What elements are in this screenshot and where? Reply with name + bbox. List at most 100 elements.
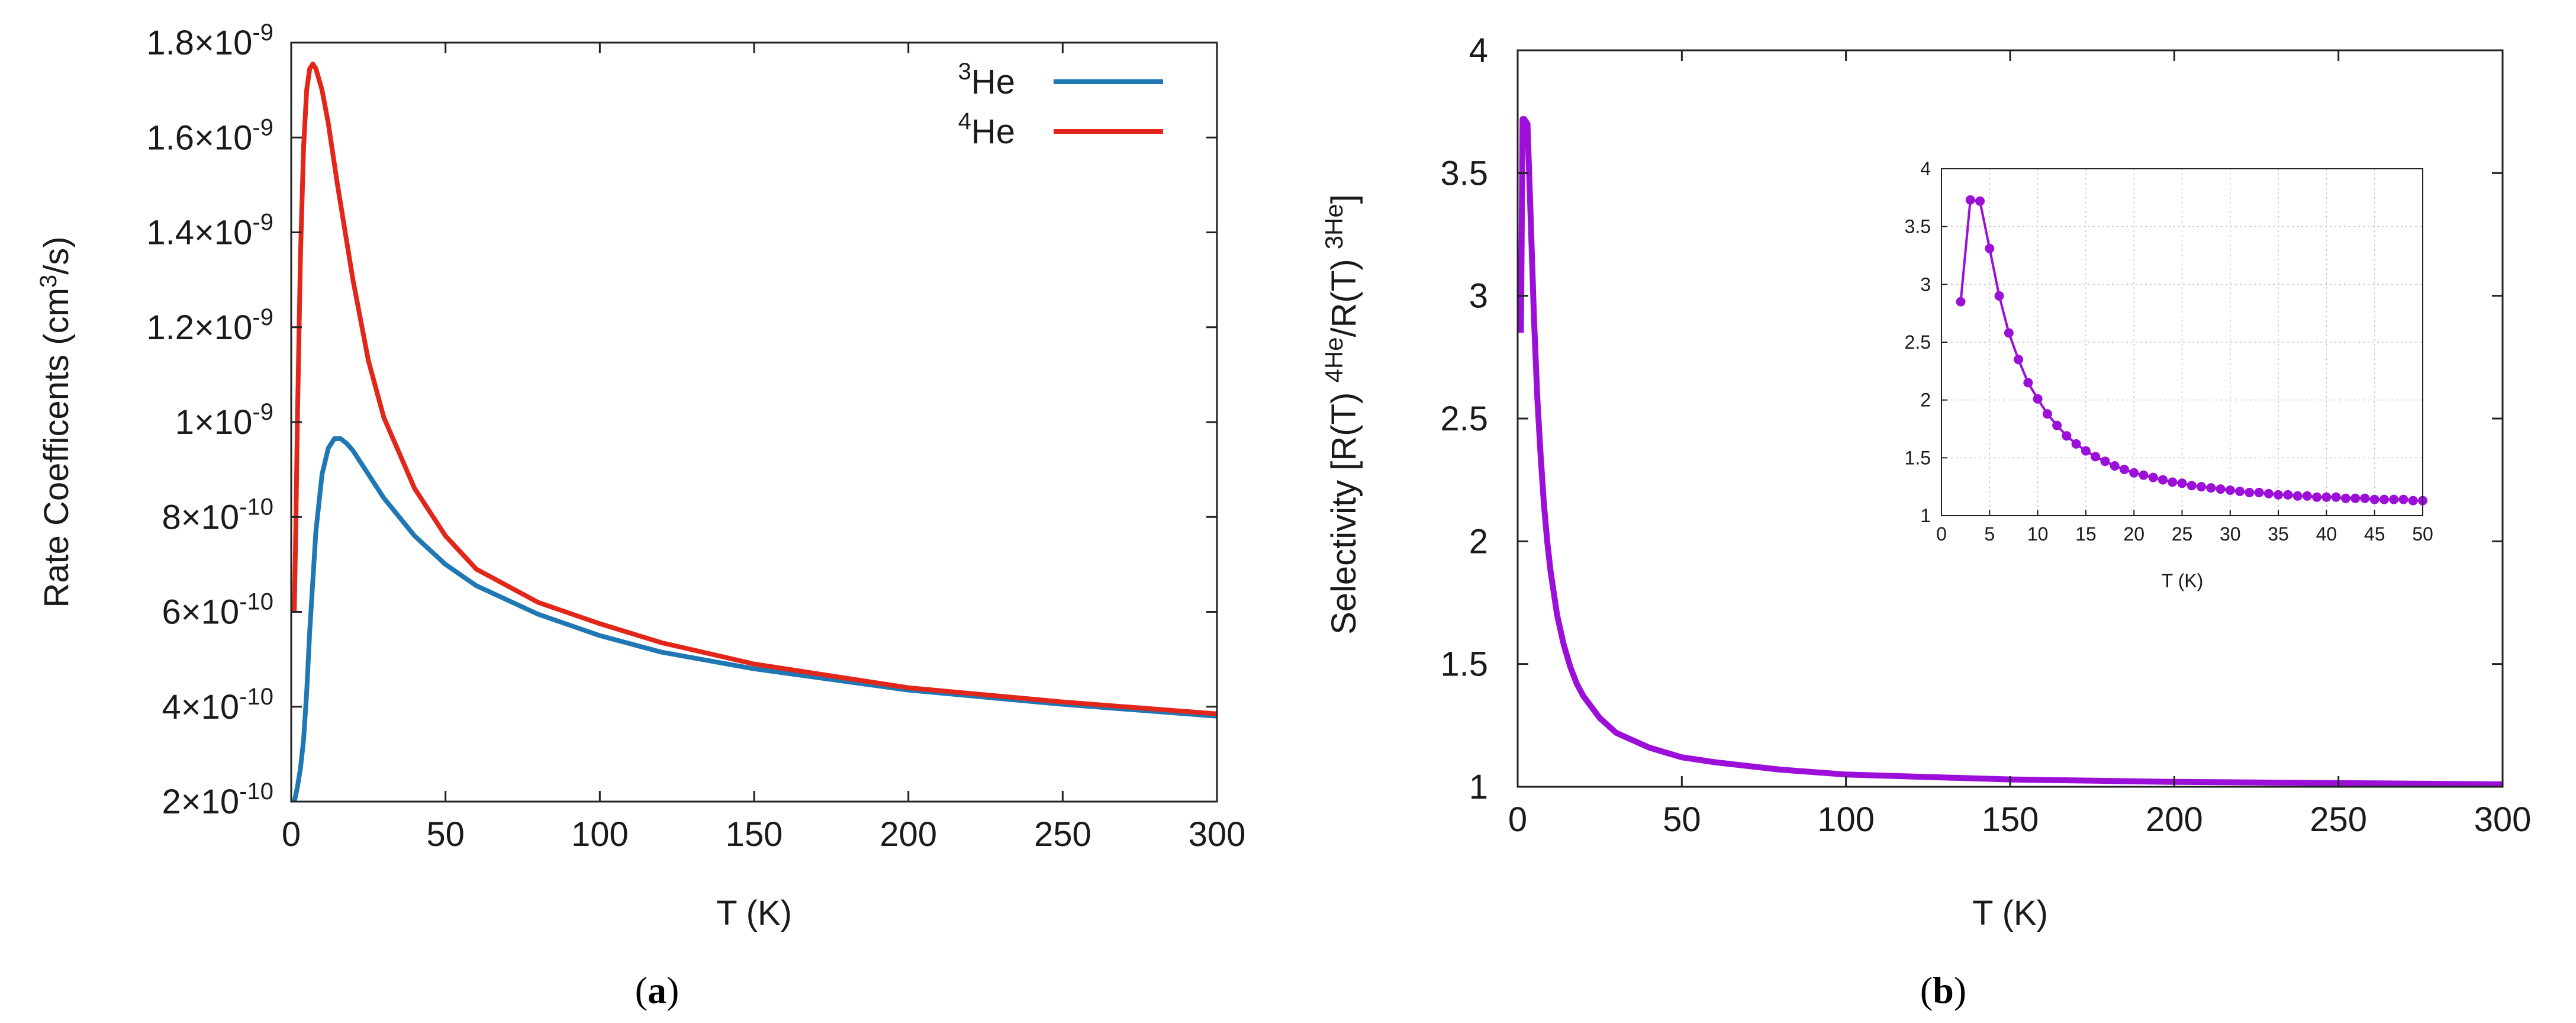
inset-data-point [2360,493,2370,503]
caption-a: (a) [635,969,680,1011]
y-tick-times: ×10 [194,308,252,347]
selectivity-chart: 11.522.533.54 0 50 100 150 200 250 300 T (K) S… [1320,31,2531,932]
y-tick-mantissa: 1.4 [146,214,194,252]
inset-data-point [2042,409,2052,419]
inset-data-point [2206,483,2216,493]
inset-data-point [2389,494,2399,504]
inset-data-point [2081,446,2091,456]
y-tick-label: 1.8×10-9 [146,20,273,62]
inset-x-tick-label: 50 [2412,523,2433,545]
y-tick-mantissa: 1.6 [146,118,194,157]
y-tick-times: ×10 [194,214,252,252]
inset-data-point [2004,328,2014,338]
inset-data-point [2187,481,2197,491]
inset-x-tick-label: 15 [2075,523,2097,545]
inset-data-point [2312,492,2322,502]
inset-data-point [2263,488,2274,498]
y-tick-mantissa: 1.8 [146,24,194,62]
inset-data-point [1975,196,1985,206]
x-tick-label: 50 [1663,800,1701,839]
series-line-4He [292,62,1218,716]
y-axis-label-a: Rate Coefficents (cm3/s) [36,236,76,607]
inset-x-tick-label: 45 [2364,523,2385,545]
y-tick-mantissa: 1 [175,403,194,442]
inset-y-tick-label: 3 [1920,274,1931,295]
y-tick-mantissa: 8 [162,498,181,536]
y-tick-times: ×10 [194,403,252,442]
inset-data-point [2331,492,2341,502]
inset-data-point [2014,355,2024,365]
inset-data-point [2110,461,2120,471]
inset-x-tick-label: 10 [2027,523,2049,545]
inset-data-point [2369,494,2379,504]
inset-data-point [2062,431,2072,441]
rate-coefficients-chart: 2×10-104×10-106×10-108×10-101×10-91.2×10… [36,20,1245,932]
y-tick-label: 1.4×10-9 [146,210,273,252]
selectivity-line [1518,116,2503,787]
inset-data-point [2158,475,2168,485]
inset-data-point [2245,487,2255,497]
inset-x-tick-label: 5 [1984,523,1995,545]
y-axis-label-b: Selectivity [R(T) 4He/R(T) 3He] [1320,194,1363,635]
inset-data-point [2408,496,2418,506]
y-tick-label: 3 [1469,277,1488,316]
inset-x-tick-label: 25 [2172,523,2193,545]
legend-label-4He: 4He [958,108,1015,151]
y-tick-label: 2.5 [1440,400,1488,438]
inset-data-point [2033,394,2043,404]
inset-data-point [2052,420,2062,430]
inset-y-tick-label: 4 [1920,158,1931,179]
x-tick-label: 300 [2474,800,2532,839]
y-tick-exponent: -9 [252,210,273,236]
y-tick-mantissa: 4 [162,688,181,726]
inset-data-point [2168,477,2178,487]
inset-x-tick-label: 0 [1936,523,1947,545]
inset-data-point [2302,491,2312,501]
y-tick-label: 1.2×10-9 [146,304,273,347]
inset-y-tick-label: 2.5 [1905,332,1931,353]
inset-data-point [2216,484,2226,494]
y-tick-mantissa: 6 [162,593,181,632]
inset-data-point [2091,452,2101,462]
y-tick-label: 1×10-9 [175,399,273,442]
y-tick-times: ×10 [181,498,239,536]
inset-data-point [2148,472,2158,482]
y-tick-exponent: -10 [239,684,273,710]
inset-data-point [1965,195,1975,205]
y-tick-exponent: -9 [252,399,273,425]
y-tick-times: ×10 [181,688,239,726]
x-tick-labels-a: 0 50 100 150 200 250 300 [282,43,1245,854]
caption-b: (b) [1920,969,1966,1011]
x-tick-label: 250 [1034,815,1091,854]
y-tick-mantissa: 2 [162,783,181,821]
series-line-selectivity [1518,116,2503,787]
y-tick-times: ×10 [194,24,252,62]
x-tick-label: 100 [1817,800,1875,839]
y-tick-exponent: -10 [239,494,273,520]
x-tick-labels-b: 0 50 100 150 200 250 300 [1508,50,2532,839]
y-tick-exponent: -9 [252,114,273,140]
inset-data-point [1994,291,2004,301]
y-tick-label: 6×10-10 [162,589,273,632]
inset-x-tick-labels: 0 5 10 15 20 25 30 35 40 45 50 [1936,510,2433,545]
inset-data-point [2177,478,2187,488]
y-tick-label: 1 [1469,768,1488,806]
inset-x-tick-label: 35 [2268,523,2289,545]
inset-data-point [2350,493,2361,503]
inset-data-point [2254,487,2264,497]
inset-data-point [2379,494,2389,504]
x-axis-label-b: T (K) [1972,894,2048,932]
inset-data-point [2398,494,2408,504]
y-tick-times: ×10 [194,118,252,157]
x-tick-label: 50 [426,815,465,854]
plot-frame-a [290,41,1218,803]
inset-data-point [2100,456,2110,467]
y-tick-label: 2 [1469,522,1488,561]
series-line-3He [292,436,1218,802]
inset-data-point [1956,297,1966,307]
inset-chart: 1 1.5 2 2.5 3 3.5 4 0 5 10 15 20 25 30 35 40 45 50 T (K) [1905,158,2433,591]
inset-x-tick-label: 20 [2123,523,2144,545]
inset-data-point [2071,439,2081,449]
x-tick-label: 150 [1982,800,2039,839]
y-tick-labels-a: 2×10-104×10-106×10-108×10-101×10-91.2×10… [146,20,1217,821]
